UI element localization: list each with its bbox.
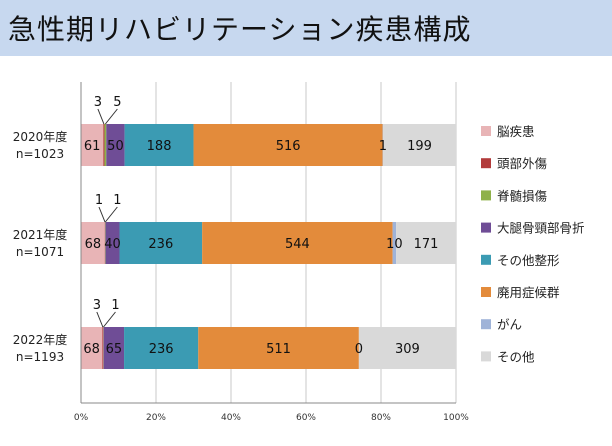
y-tick-label-n: n=1071 xyxy=(16,245,64,259)
bar-segment xyxy=(202,222,393,264)
bar-segment xyxy=(358,327,456,369)
x-tick-label: 100% xyxy=(443,413,469,423)
leader-line xyxy=(97,108,105,125)
legend-swatch xyxy=(481,254,491,265)
leader-line xyxy=(98,206,106,223)
data-label: 171 xyxy=(414,237,439,252)
bar-segment xyxy=(383,124,456,166)
legend-swatch xyxy=(481,351,491,362)
legend-label: その他整形 xyxy=(497,253,560,268)
data-label: 1 xyxy=(111,298,119,313)
data-label: 199 xyxy=(407,139,432,154)
data-label: 61 xyxy=(84,139,101,154)
x-tick-label: 20% xyxy=(146,413,166,423)
data-label: 65 xyxy=(106,342,123,357)
data-label: 68 xyxy=(85,237,102,252)
legend-swatch xyxy=(481,158,491,169)
data-label: 68 xyxy=(83,342,100,357)
y-tick-label-n: n=1023 xyxy=(16,147,64,161)
data-label: 544 xyxy=(285,237,310,252)
data-label: 236 xyxy=(148,237,173,252)
data-label: 1 xyxy=(95,193,103,208)
title-bar xyxy=(0,0,612,56)
x-tick-label: 40% xyxy=(221,413,241,423)
legend-label: 脳疾患 xyxy=(497,124,535,139)
y-tick-label: 2020年度 xyxy=(13,129,68,144)
bar-segment xyxy=(198,327,359,369)
bar-segment xyxy=(105,222,120,264)
leader-line xyxy=(96,311,104,328)
legend-swatch xyxy=(481,126,491,136)
data-label: 188 xyxy=(147,139,172,154)
data-label: 0 xyxy=(355,342,363,357)
legend-label: 脊髄損傷 xyxy=(497,188,548,203)
bar-segment xyxy=(81,327,103,369)
bar-segment xyxy=(392,222,397,264)
legend-label: がん xyxy=(497,317,522,332)
data-label: 236 xyxy=(149,342,174,357)
data-label: 511 xyxy=(266,342,291,357)
leader-line xyxy=(103,311,116,328)
data-label: 1 xyxy=(379,139,387,154)
data-label: 5 xyxy=(113,95,121,110)
legend-label: 頭部外傷 xyxy=(497,156,548,171)
bar-segment xyxy=(81,222,105,264)
bar-segment xyxy=(124,327,199,369)
bar-segment xyxy=(106,124,125,166)
bar-segment xyxy=(81,124,104,166)
bar-segments xyxy=(81,124,456,369)
data-label: 3 xyxy=(93,298,101,313)
x-tick-label: 0% xyxy=(74,413,89,423)
leader-line xyxy=(104,108,118,125)
legend-swatch xyxy=(481,287,491,297)
y-tick-label: 2021年度 xyxy=(13,227,68,242)
data-label: 516 xyxy=(276,139,301,154)
bar-segment xyxy=(396,222,456,264)
page-title: 急性期リハビリテーション疾患構成 xyxy=(8,13,472,46)
bar-segment xyxy=(124,124,194,166)
x-tick-label: 60% xyxy=(296,413,316,423)
legend-swatch xyxy=(481,319,491,330)
bar-segment xyxy=(104,124,107,166)
legend-label: 大腿骨頸部骨折 xyxy=(497,221,585,236)
data-label: 40 xyxy=(104,237,121,252)
legend-label: その他 xyxy=(497,349,535,364)
legend-swatch xyxy=(481,190,491,201)
bar-segment xyxy=(102,327,104,369)
x-tick-label: 80% xyxy=(371,413,391,423)
y-tick-label-n: n=1193 xyxy=(16,350,64,364)
bar-segment xyxy=(103,327,125,369)
legend-swatch xyxy=(481,222,491,233)
bar-segment xyxy=(193,124,383,166)
leader-line xyxy=(104,206,118,223)
data-label: 3 xyxy=(94,95,102,110)
data-label: 50 xyxy=(107,139,124,154)
data-label: 1 xyxy=(113,193,121,208)
y-tick-label: 2022年度 xyxy=(13,332,68,347)
bar-segment xyxy=(119,222,203,264)
data-label: 10 xyxy=(386,237,403,252)
bar-segment xyxy=(103,124,105,166)
data-label: 309 xyxy=(395,342,420,357)
axes: 0% 20% 40% 60% 80% 100% 2020年度 n=1023 2021年度 n=10… xyxy=(13,82,469,423)
legend-label: 廃用症候群 xyxy=(497,285,560,300)
